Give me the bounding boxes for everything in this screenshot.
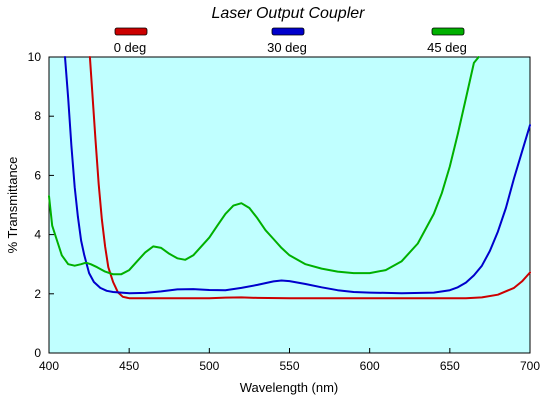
y-tick-label-4: 4	[34, 228, 41, 242]
x-tick-label-400: 400	[39, 359, 59, 373]
series-line-45-deg	[48, 56, 480, 276]
legend-item-1: 30 deg	[267, 27, 307, 55]
y-tick-label-10: 10	[28, 50, 42, 64]
plot-area	[48, 56, 531, 354]
chart-title: Laser Output Coupler	[212, 5, 366, 22]
y-tick-label-8: 8	[34, 109, 41, 123]
y-axis-label: % Transmittance	[5, 157, 20, 254]
series-lines	[48, 56, 531, 300]
legend-swatch-2	[431, 27, 465, 36]
x-tick-label-650: 650	[440, 359, 460, 373]
axis-ticks: 400 450 500 550 600 650 700 0 2 4 6 8 10	[28, 50, 541, 373]
legend-item-2: 45 deg	[427, 27, 467, 55]
series-line-0-deg	[88, 56, 531, 300]
y-tick-label-2: 2	[34, 287, 41, 301]
legend-label-2: 45 deg	[427, 40, 467, 55]
legend: 0 deg 30 deg 45 deg	[114, 27, 467, 55]
legend-swatch-1	[271, 27, 305, 36]
x-tick-label-700: 700	[520, 359, 540, 373]
x-axis-label: Wavelength (nm)	[240, 380, 339, 395]
legend-swatch-0	[114, 27, 148, 36]
x-tick-label-550: 550	[279, 359, 299, 373]
legend-label-0: 0 deg	[114, 40, 147, 55]
legend-label-1: 30 deg	[267, 40, 307, 55]
legend-item-0: 0 deg	[114, 27, 148, 55]
y-tick-label-6: 6	[34, 168, 41, 182]
y-tick-label-0: 0	[34, 346, 41, 360]
x-tick-label-450: 450	[119, 359, 139, 373]
x-tick-label-500: 500	[199, 359, 219, 373]
series-line-30-deg	[64, 56, 531, 295]
x-tick-label-600: 600	[360, 359, 380, 373]
